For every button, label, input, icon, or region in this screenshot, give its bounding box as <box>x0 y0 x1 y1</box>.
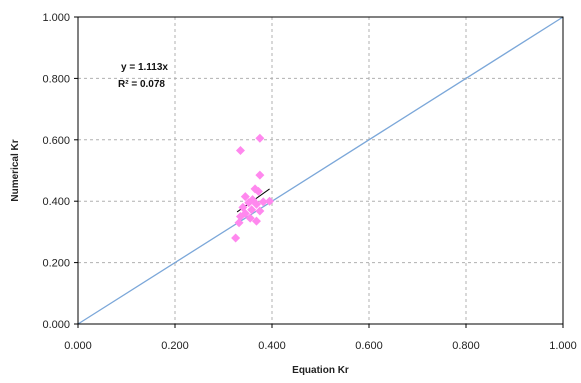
y-tick-label: 0.600 <box>42 135 70 147</box>
y-tick-label: 0.400 <box>42 196 70 208</box>
x-tick-label: 0.000 <box>64 340 92 352</box>
data-point <box>255 206 265 216</box>
x-tick-label: 0.400 <box>258 340 286 352</box>
y-tick-labels: 0.000 0.200 0.400 0.600 0.800 1.000 <box>42 12 78 331</box>
trendline-r-squared: R² = 0.078 <box>118 79 165 90</box>
data-point <box>258 197 268 207</box>
reference-line <box>77 16 564 325</box>
plot-frame <box>77 16 564 325</box>
trendline-equation: y = 1.113x <box>121 62 168 73</box>
data-point <box>234 218 244 228</box>
y-tick-label: 0.800 <box>42 73 70 85</box>
y-tick-label: 0.200 <box>42 258 70 270</box>
data-point <box>235 146 245 156</box>
data-point <box>253 186 263 196</box>
data-point <box>231 233 241 243</box>
data-point <box>255 170 265 180</box>
data-point <box>251 216 261 226</box>
x-axis-title: Equation Kr <box>292 365 349 376</box>
data-point <box>255 133 265 143</box>
x-tick-label: 0.200 <box>161 340 189 352</box>
data-point <box>240 192 250 202</box>
y-tick-label: 0.000 <box>42 319 70 331</box>
x-tick-labels: 0.000 0.200 0.400 0.600 0.800 1.000 <box>64 324 577 352</box>
x-tick-label: 0.800 <box>452 340 480 352</box>
data-point <box>251 199 261 209</box>
data-point <box>244 198 254 208</box>
data-points <box>231 133 275 243</box>
data-point <box>247 205 257 215</box>
x-tick-label: 0.600 <box>355 340 383 352</box>
y-axis-title: Numerical Kr <box>10 139 21 201</box>
y-tick-label: 1.000 <box>42 12 70 24</box>
grid-lines <box>78 17 563 324</box>
data-point <box>265 196 275 206</box>
x-tick-label: 1.000 <box>549 340 577 352</box>
data-point <box>245 213 255 223</box>
data-point <box>235 212 245 222</box>
